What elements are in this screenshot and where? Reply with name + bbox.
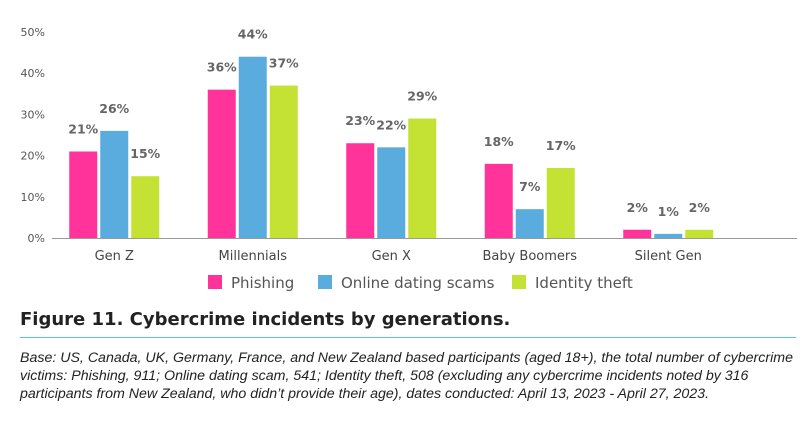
y-tick-label: 30% (21, 108, 45, 121)
x-tick-label: Gen Z (95, 249, 134, 264)
data-label: 17% (546, 138, 576, 153)
x-tick-label: Millennials (219, 249, 288, 264)
legend-label: Phishing (231, 274, 294, 292)
x-tick-label: Gen X (372, 249, 411, 264)
legend-swatch (512, 275, 526, 289)
x-axis: Gen Z Millennials Gen X Baby Boomers Silent … (95, 249, 702, 264)
figure-note: Base: US, Canada, UK, Germany, France, a… (20, 350, 793, 402)
bar-identity-theft (269, 85, 298, 238)
bar-online-dating-scams (238, 56, 267, 238)
bar-online-dating-scams (100, 130, 129, 238)
data-label: 37% (269, 56, 299, 71)
data-label: 26% (99, 101, 129, 116)
y-tick-label: 40% (21, 67, 45, 80)
data-label: 36% (207, 60, 237, 75)
y-tick-label: 10% (21, 191, 45, 204)
bar-phishing (69, 151, 98, 238)
y-tick-label: 20% (21, 150, 45, 163)
data-label: 29% (407, 89, 437, 104)
figure-title: Figure 11. Cybercrime incidents by gener… (20, 309, 511, 330)
y-axis: 0% 10% 20% 30% 40% 50% (21, 26, 45, 245)
legend-label: Identity theft (535, 274, 633, 292)
data-label: 7% (519, 179, 541, 194)
data-label: 2% (627, 200, 649, 215)
bar-phishing (623, 229, 652, 238)
bar-chart: 0%10%20%30%40%50% 21%26%15%36%44%37%23% 2… (21, 26, 797, 292)
data-label: 21% (68, 121, 98, 136)
y-tick-label: 0% (28, 232, 45, 245)
legend: Phishing Online dating scams Identity thef… (208, 274, 633, 292)
data-label: 18% (484, 134, 514, 149)
bars: 21%26% 15% 36% 44%37% 23% 22%29% 18% 7% 17% 2% 1% 2… (68, 27, 714, 239)
bar-phishing (346, 143, 375, 238)
data-label: 2% (689, 200, 711, 215)
data-label: 1% (658, 204, 680, 219)
data-label: 15% (130, 146, 160, 161)
data-label: 44% (238, 27, 268, 42)
x-tick-label: Baby Boomers (482, 249, 577, 264)
bar-identity-theft (131, 176, 160, 238)
legend-swatch (208, 275, 222, 289)
bar-online-dating-scams (515, 209, 544, 238)
y-tick-label: 50% (21, 26, 45, 39)
bar-identity-theft (408, 118, 437, 238)
bar-identity-theft (685, 229, 714, 238)
bar-online-dating-scams (654, 233, 683, 238)
bar-online-dating-scams (377, 147, 406, 238)
title-divider (20, 337, 796, 338)
x-tick-label: Silent Gen (635, 249, 702, 264)
bar-phishing (484, 163, 513, 238)
legend-label: Online dating scams (341, 274, 495, 292)
bar-identity-theft (546, 167, 575, 238)
data-label: 23% (345, 113, 375, 128)
bar-phishing (207, 89, 236, 239)
data-label: 22% (376, 117, 406, 132)
legend-swatch (318, 275, 332, 289)
